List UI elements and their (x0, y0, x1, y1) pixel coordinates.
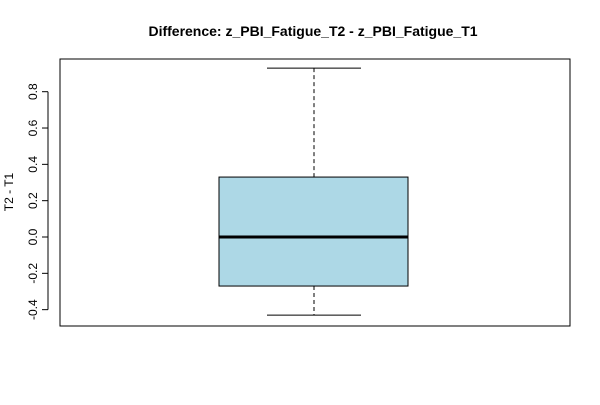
interquartile-box (218, 176, 409, 287)
y-tick-label: -0.4 (26, 299, 40, 320)
y-axis: -0.4 -0.2 0.0 0.2 0.4 0.6 0.8 (26, 83, 49, 320)
box-group (218, 67, 409, 316)
plot-frame (59, 58, 571, 327)
y-axis-label: T2 - T1 (2, 172, 16, 211)
y-tick-label: 0.0 (26, 228, 40, 245)
y-tick-label: 0.8 (26, 83, 40, 100)
y-tick-label: 0.4 (26, 156, 40, 173)
y-tick-label: 0.2 (26, 192, 40, 209)
y-tick-label: 0.6 (26, 119, 40, 136)
y-tick-label: -0.2 (26, 263, 40, 284)
chart-title: Difference: z_PBI_Fatigue_T2 - z_PBI_Fat… (148, 23, 477, 39)
